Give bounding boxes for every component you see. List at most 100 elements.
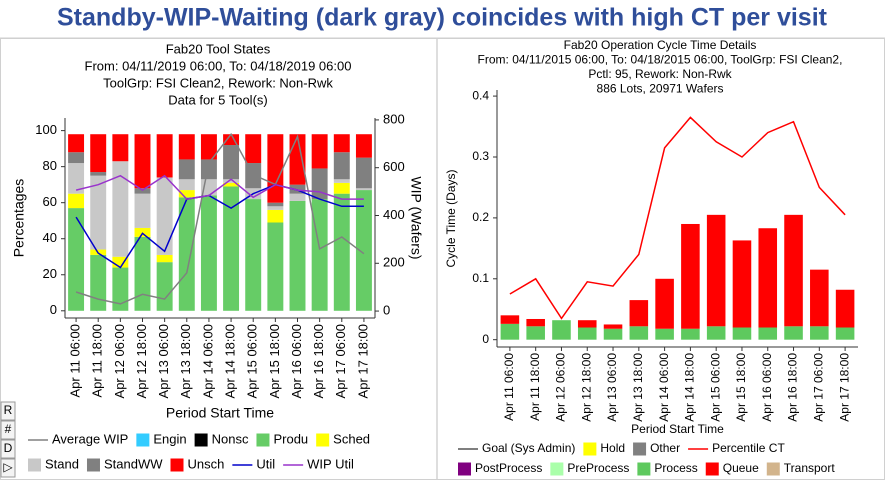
legend-swatch	[583, 442, 597, 456]
chart-title: Pctl: 95, Rework: Non-Rwk	[588, 67, 732, 81]
y-tick-label: 100	[35, 122, 57, 137]
toolbar-button[interactable]	[0, 420, 16, 440]
legend-item: Transport	[766, 461, 836, 476]
bar-segment	[706, 326, 726, 340]
x-tick-label: Apr 12 06:00	[554, 353, 568, 422]
bar-segment	[68, 163, 85, 194]
bar-segment	[223, 179, 240, 183]
bar-segment	[112, 267, 129, 311]
legend-item: Average WIP	[28, 431, 128, 446]
bar-segment	[629, 326, 649, 340]
bar-segment	[245, 134, 262, 164]
legend-label: Average WIP	[52, 431, 128, 446]
legend-item: Sched	[316, 431, 370, 447]
y2-tick-label: 600	[383, 159, 405, 174]
bar-segment	[732, 240, 752, 328]
legend-label: Stand	[45, 456, 79, 471]
bar-segment	[289, 200, 306, 311]
bar-segment	[267, 202, 284, 207]
bar-segment	[784, 214, 803, 327]
bar-segment	[526, 318, 545, 327]
legend-label: Percentile CT	[712, 441, 785, 455]
x-tick-label: Apr 16 06:00	[760, 353, 774, 422]
legend-label: WIP Util	[307, 456, 354, 471]
legend-label: Engin	[153, 431, 186, 446]
legend-label: Sched	[333, 431, 370, 446]
bar-segment	[732, 327, 752, 340]
x-tick-label: Apr 11 06:00	[68, 324, 83, 397]
legend-item: Util	[232, 456, 275, 471]
bar-segment	[112, 134, 129, 162]
legend-label: Queue	[723, 461, 759, 475]
x-tick-label: Apr 14 18:00	[683, 353, 697, 422]
bar-segment	[355, 134, 372, 158]
bar-segment	[629, 300, 649, 327]
legend-item: Percentile CT	[688, 441, 785, 455]
x-tick-label: Apr 16 18:00	[786, 353, 800, 422]
bar-segment	[156, 134, 173, 178]
legend-item: Hold	[583, 441, 625, 456]
bar-segment	[90, 254, 107, 311]
bar-segment	[355, 188, 372, 191]
legend-label: Nonsc	[212, 431, 249, 446]
legend-item: PreProcess	[550, 461, 629, 476]
toolbar-label[interactable]: D	[4, 441, 13, 455]
y-tick-label: 0.4	[472, 88, 489, 102]
toolbar-label[interactable]: R	[4, 403, 13, 417]
bar-segment	[112, 256, 129, 268]
legend-item: Process	[637, 461, 698, 476]
legend-item: Produ	[256, 431, 308, 447]
y-axis-title: Percentages	[11, 179, 27, 258]
bar-segment	[68, 152, 85, 164]
legend-item: Engin	[136, 431, 187, 447]
bar-segment	[134, 134, 151, 189]
chart-title: From: 04/11/2019 06:00, To: 04/18/2019 0…	[85, 58, 352, 73]
x-tick-label: Apr 14 18:00	[223, 324, 238, 398]
bar-segment	[90, 134, 107, 173]
bar-segment	[333, 193, 350, 311]
legend-label: Transport	[784, 461, 836, 475]
legend-label: Other	[650, 441, 680, 455]
toolbar-label[interactable]: #	[5, 422, 12, 436]
bar-segment	[200, 134, 217, 160]
bar-segment	[311, 199, 328, 311]
toolbar-button[interactable]	[0, 458, 16, 478]
legend-label: Util	[256, 456, 275, 471]
chart-title: Data for 5 Tool(s)	[168, 92, 267, 107]
y2-tick-label: 800	[383, 111, 405, 126]
bar-segment	[267, 222, 284, 311]
legend-swatch	[86, 458, 100, 472]
series-line	[509, 116, 846, 320]
bar-segment	[333, 179, 350, 183]
legend-label: StandWW	[104, 456, 163, 471]
x-tick-label: Apr 14 06:00	[200, 324, 215, 398]
bar-segment	[758, 327, 778, 340]
bar-segment	[68, 193, 85, 209]
legend-item: Other	[633, 441, 680, 456]
y-tick-label: 0.2	[472, 210, 489, 224]
bar-segment	[355, 190, 372, 311]
legend-swatch	[458, 462, 471, 476]
x-tick-label: Apr 15 06:00	[245, 324, 260, 398]
x-tick-label: Apr 12 18:00	[134, 324, 149, 398]
bar-segment	[178, 197, 195, 311]
legend-item: Goal (Sys Admin)	[458, 441, 575, 455]
legend-item: PostProcess	[458, 461, 542, 476]
bar-segment	[267, 134, 284, 203]
chart: Fab20 Operation Cycle Time DetailsFrom: …	[444, 38, 858, 476]
toolbar-button[interactable]	[0, 401, 16, 421]
toolbar-label[interactable]: ▷	[3, 460, 13, 474]
bar-segment	[835, 327, 855, 340]
bar-segment	[223, 186, 240, 311]
chart-title: ToolGrp: FSI Clean2, Rework: Non-Rwk	[103, 75, 333, 90]
chart-title: 886 Lots, 20971 Wafers	[597, 82, 724, 96]
y-tick-label: 20	[43, 266, 57, 281]
legend-item: StandWW	[86, 456, 163, 472]
bar-segment	[333, 134, 350, 153]
legend-swatch	[316, 433, 330, 447]
bar-segment	[603, 324, 623, 329]
legend-item: Unsch	[170, 456, 224, 472]
bar-segment	[784, 326, 803, 340]
toolbar-button[interactable]	[0, 439, 16, 459]
bar-segment	[681, 223, 700, 329]
